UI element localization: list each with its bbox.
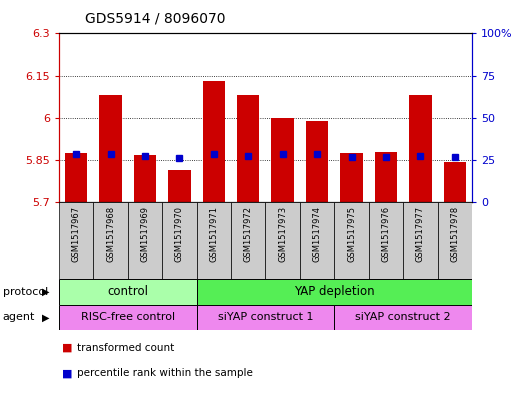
Bar <box>100 95 122 202</box>
Text: control: control <box>107 285 148 298</box>
Text: GSM1517971: GSM1517971 <box>209 206 219 262</box>
Text: RISC-free control: RISC-free control <box>81 312 175 322</box>
Bar <box>271 118 294 202</box>
Bar <box>306 121 328 202</box>
Text: GSM1517976: GSM1517976 <box>382 206 390 263</box>
Bar <box>340 153 363 202</box>
Text: GSM1517967: GSM1517967 <box>72 206 81 263</box>
Bar <box>438 202 472 279</box>
Text: GSM1517970: GSM1517970 <box>175 206 184 262</box>
Bar <box>65 153 87 202</box>
Bar <box>334 202 369 279</box>
Text: GSM1517968: GSM1517968 <box>106 206 115 263</box>
Bar <box>59 305 196 330</box>
Text: GSM1517978: GSM1517978 <box>450 206 459 263</box>
Bar <box>409 95 431 202</box>
Bar <box>231 202 266 279</box>
Text: ■: ■ <box>62 368 72 378</box>
Bar <box>134 154 156 202</box>
Text: GSM1517977: GSM1517977 <box>416 206 425 263</box>
Text: ■: ■ <box>62 343 72 353</box>
Bar <box>168 170 191 202</box>
Bar <box>59 202 93 279</box>
Bar <box>369 202 403 279</box>
Text: GSM1517973: GSM1517973 <box>278 206 287 263</box>
Text: agent: agent <box>3 312 35 322</box>
Text: percentile rank within the sample: percentile rank within the sample <box>77 368 253 378</box>
Text: ▶: ▶ <box>42 287 50 297</box>
Bar <box>334 305 472 330</box>
Bar <box>196 305 334 330</box>
Bar <box>237 95 260 202</box>
Bar <box>300 202 334 279</box>
Text: GDS5914 / 8096070: GDS5914 / 8096070 <box>85 12 225 26</box>
Bar <box>265 202 300 279</box>
Text: protocol: protocol <box>3 287 48 297</box>
Bar <box>93 202 128 279</box>
Bar <box>203 81 225 202</box>
Text: GSM1517974: GSM1517974 <box>312 206 322 262</box>
Bar <box>162 202 196 279</box>
Bar <box>128 202 162 279</box>
Text: transformed count: transformed count <box>77 343 174 353</box>
Bar <box>444 162 466 202</box>
Bar <box>196 202 231 279</box>
Text: YAP depletion: YAP depletion <box>294 285 374 298</box>
Text: GSM1517969: GSM1517969 <box>141 206 149 262</box>
Text: siYAP construct 1: siYAP construct 1 <box>218 312 313 322</box>
Bar <box>59 279 196 305</box>
Text: siYAP construct 2: siYAP construct 2 <box>356 312 451 322</box>
Text: GSM1517975: GSM1517975 <box>347 206 356 262</box>
Bar <box>374 152 397 202</box>
Bar <box>196 279 472 305</box>
Text: GSM1517972: GSM1517972 <box>244 206 253 262</box>
Text: ▶: ▶ <box>42 312 50 322</box>
Bar <box>403 202 438 279</box>
